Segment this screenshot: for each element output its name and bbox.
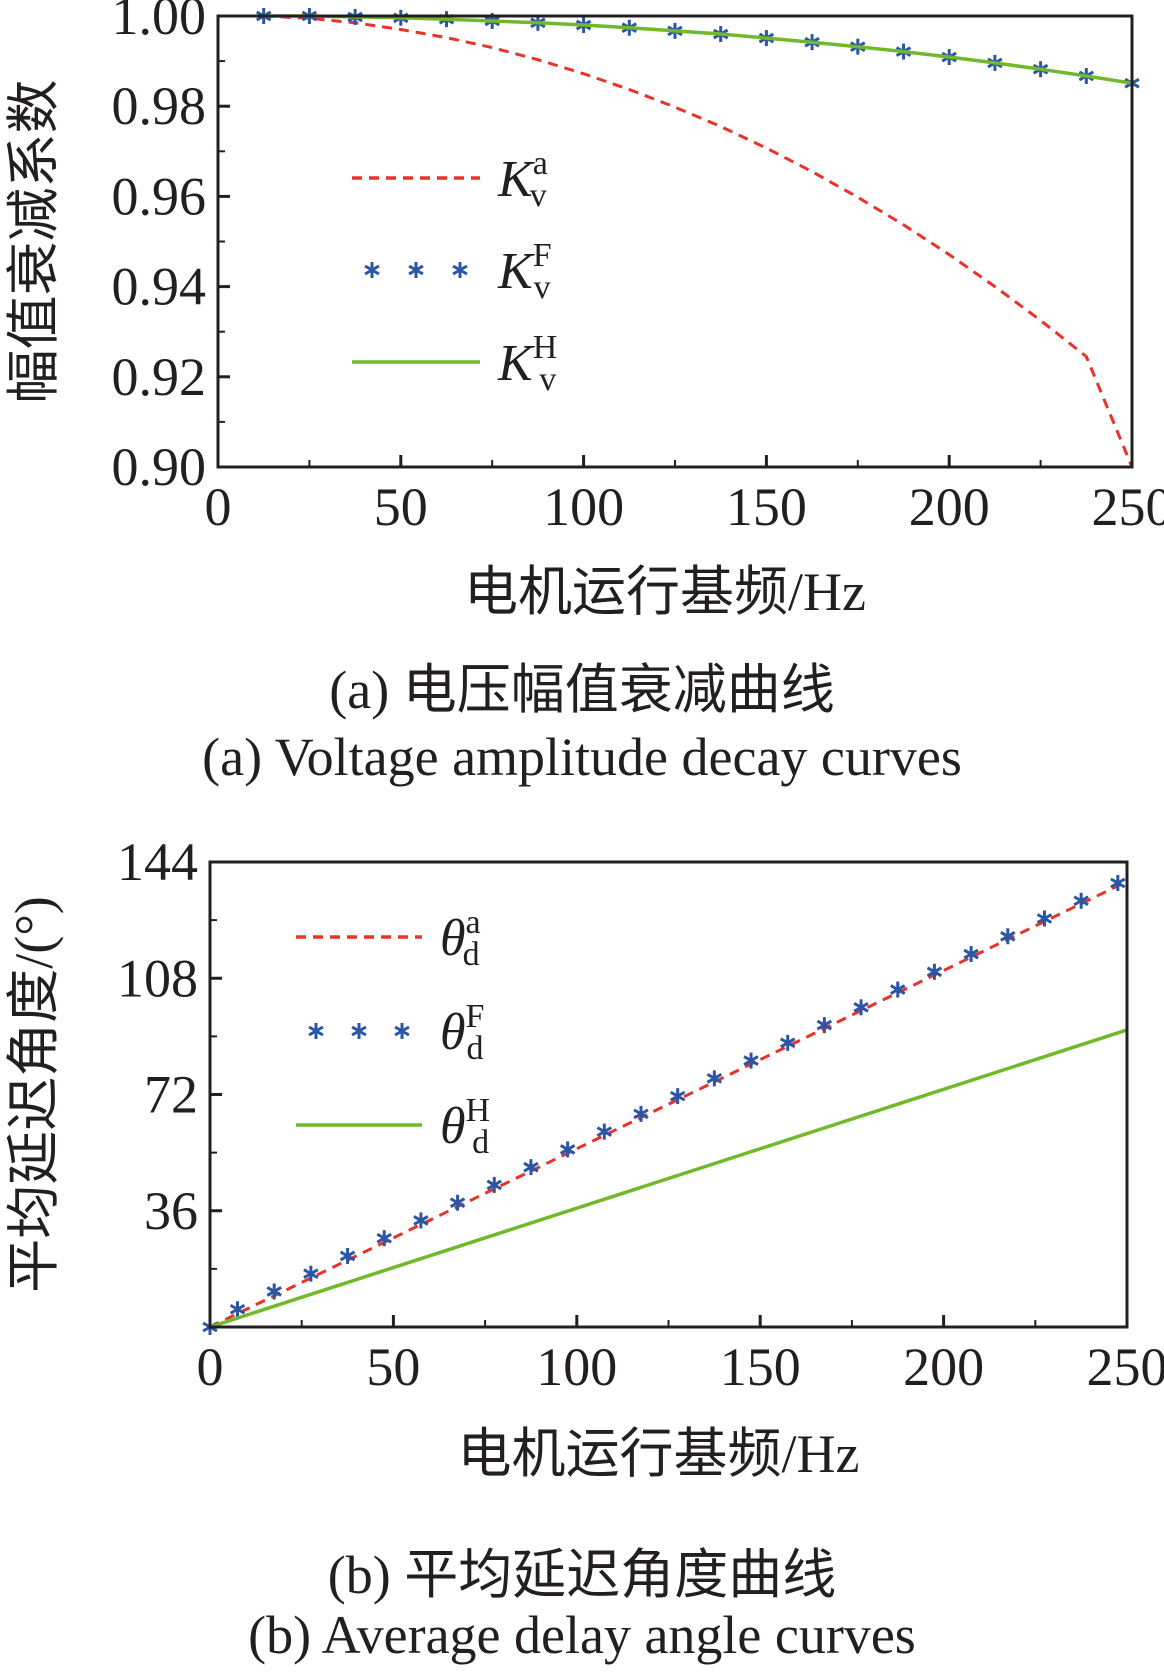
legend-label: θH d (440, 1092, 490, 1161)
legend-label: Ka v (497, 145, 548, 214)
legend-marker (408, 262, 424, 278)
y-axis-label: 平均延迟角度/(°) (4, 896, 64, 1293)
chart-a: 0 50 100 150 200 250 0.90 0.92 0.94 0.96 0.98 1.00 电… (4, 0, 1164, 622)
legend-marker (351, 1023, 367, 1039)
y-tick-label: 0.94 (112, 257, 207, 317)
x-axis-label: 电机运行基频/Hz (464, 562, 866, 622)
x-tick-label: 0 (197, 1337, 224, 1397)
legend-label: θa d (440, 904, 481, 973)
y-tick-label: 0.92 (112, 347, 207, 407)
caption-b-cn: (b) 平均延迟角度曲线 (327, 1545, 837, 1605)
data-point (926, 963, 943, 980)
caption-a-en: (a) Voltage amplitude decay curves (202, 727, 962, 787)
y-tick-label: 36 (144, 1181, 198, 1241)
data-point (1000, 928, 1016, 945)
legend-marker (308, 1023, 324, 1039)
legend-label: KF v (497, 237, 552, 306)
y-axis-label: 幅值衰减系数 (4, 80, 64, 404)
data-point (1073, 892, 1089, 909)
data-point (890, 981, 906, 998)
data-point (816, 1017, 833, 1034)
data-point (633, 1105, 649, 1122)
data-point (523, 1159, 539, 1176)
x-tick-label: 150 (726, 477, 807, 537)
y-tick-label: 72 (144, 1065, 198, 1125)
x-tick-label: 50 (366, 1337, 420, 1397)
x-tick-label: 250 (1092, 477, 1164, 537)
data-point (706, 1070, 723, 1087)
data-point (339, 1247, 356, 1264)
data-point (1110, 874, 1126, 891)
legend-marker (394, 1023, 410, 1039)
data-point (449, 1194, 466, 1211)
data-point (376, 1230, 392, 1247)
y-tick-label: 108 (117, 948, 198, 1008)
x-tick-label: 150 (720, 1337, 801, 1397)
y-tick-label: 144 (117, 832, 198, 892)
chart-b: 0 50 100 150 200 250 36 72 108 144 电机运行基频/Hz 平均延迟角度… (4, 832, 1164, 1484)
x-tick-label: 0 (205, 477, 232, 537)
caption-b-en: (b) Average delay angle curves (248, 1605, 916, 1665)
x-tick-label: 200 (903, 1337, 984, 1397)
data-point (303, 1265, 319, 1282)
y-tick-label: 1.00 (112, 0, 207, 46)
data-point (229, 1301, 246, 1318)
data-point (743, 1052, 759, 1069)
y-tick-label: 0.90 (112, 437, 207, 497)
data-point (669, 1088, 686, 1105)
legend-marker (452, 262, 468, 278)
series-line (263, 14, 1134, 468)
data-point (413, 1212, 429, 1229)
data-point (266, 1283, 282, 1300)
legend-label: θF d (440, 998, 484, 1067)
caption-a-cn: (a) 电压幅值衰减曲线 (329, 660, 835, 720)
x-tick-label: 200 (909, 477, 990, 537)
x-tick-label: 100 (543, 477, 624, 537)
data-point (963, 946, 979, 963)
data-point (1036, 910, 1053, 927)
x-tick-label: 50 (374, 477, 428, 537)
series-line (209, 1028, 1128, 1329)
x-axis-label: 电机运行基频/Hz (458, 1424, 860, 1484)
plot-frame (216, 14, 1134, 469)
data-point (853, 999, 869, 1016)
data-point (559, 1141, 576, 1158)
series-line (263, 14, 1133, 85)
legend-marker (364, 262, 380, 278)
data-point (486, 1176, 502, 1193)
y-tick-label: 0.98 (112, 76, 207, 136)
x-tick-label: 100 (536, 1337, 617, 1397)
data-point (780, 1034, 796, 1051)
legend-label: KH v (497, 329, 557, 398)
x-tick-label: 250 (1087, 1337, 1164, 1397)
data-point (596, 1123, 613, 1140)
y-tick-label: 0.96 (112, 166, 207, 226)
